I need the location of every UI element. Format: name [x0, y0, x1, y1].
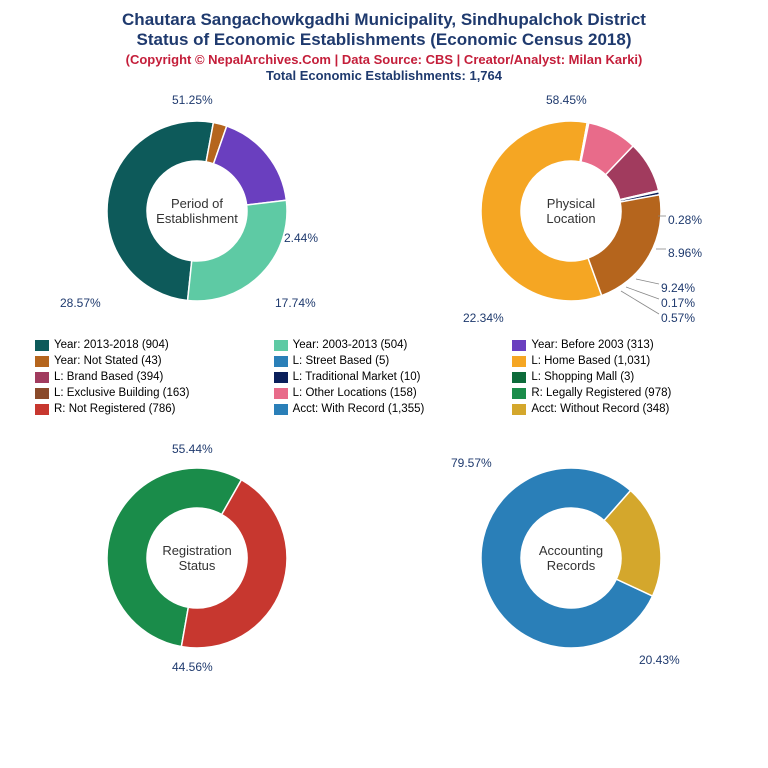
physical-pct-label: 58.45%: [546, 93, 587, 107]
physical-pct-label: 0.28%: [668, 213, 702, 227]
period-pct-label: 2.44%: [284, 231, 318, 245]
registration-center-label: Registration Status: [152, 543, 242, 573]
legend-swatch: [512, 356, 526, 367]
legend-swatch: [512, 388, 526, 399]
legend-swatch: [274, 356, 288, 367]
legend-text: Acct: Without Record (348): [531, 403, 669, 415]
legend-item: Acct: Without Record (348): [512, 403, 733, 415]
period-center-label: Period of Establishment: [152, 196, 242, 226]
accounting-pct-label: 20.43%: [639, 653, 680, 667]
legend-text: L: Street Based (5): [293, 355, 390, 367]
legend-item: Year: Before 2003 (313): [512, 339, 733, 351]
chart-accounting: Accounting Records 79.57% 20.43%: [431, 438, 711, 678]
legend-text: R: Legally Registered (978): [531, 387, 671, 399]
physical-pct-label: 22.34%: [463, 311, 504, 325]
legend-item: L: Shopping Mall (3): [512, 371, 733, 383]
legend-swatch: [512, 340, 526, 351]
period-pct-label: 28.57%: [60, 296, 101, 310]
registration-pct-label: 55.44%: [172, 442, 213, 456]
legend-item: R: Not Registered (786): [35, 403, 256, 415]
legend-swatch: [35, 356, 49, 367]
legend-text: L: Other Locations (158): [293, 387, 417, 399]
legend-item: L: Traditional Market (10): [274, 371, 495, 383]
title-line-2: Status of Economic Establishments (Econo…: [10, 30, 758, 50]
legend-swatch: [35, 404, 49, 415]
legend-swatch: [274, 388, 288, 399]
legend-item: L: Exclusive Building (163): [35, 387, 256, 399]
physical-pct-label: 8.96%: [668, 246, 702, 260]
legend-text: Year: Not Stated (43): [54, 355, 162, 367]
legend-text: L: Exclusive Building (163): [54, 387, 190, 399]
legend-swatch: [512, 372, 526, 383]
chart-period: Period of Establishment 51.25% 2.44% 17.74%…: [57, 91, 337, 331]
registration-pct-label: 44.56%: [172, 660, 213, 674]
legend-text: Year: 2013-2018 (904): [54, 339, 169, 351]
title-line-1: Chautara Sangachowkgadhi Municipality, S…: [10, 10, 758, 30]
legend-text: L: Traditional Market (10): [293, 371, 421, 383]
legend-swatch: [35, 388, 49, 399]
legend-item: L: Brand Based (394): [35, 371, 256, 383]
physical-pct-label: 0.57%: [661, 311, 695, 325]
legend-swatch: [512, 404, 526, 415]
accounting-center-label: Accounting Records: [526, 543, 616, 573]
legend-item: L: Other Locations (158): [274, 387, 495, 399]
legend-text: R: Not Registered (786): [54, 403, 175, 415]
legend-item: Acct: With Record (1,355): [274, 403, 495, 415]
legend-text: L: Shopping Mall (3): [531, 371, 634, 383]
legend-text: Year: 2003-2013 (504): [293, 339, 408, 351]
legend-text: L: Brand Based (394): [54, 371, 163, 383]
legend-swatch: [35, 340, 49, 351]
chart-registration: Registration Status 55.44% 44.56%: [57, 438, 337, 678]
legend-item: R: Legally Registered (978): [512, 387, 733, 399]
physical-pct-label: 0.17%: [661, 296, 695, 310]
physical-center-label: Physical Location: [526, 196, 616, 226]
accounting-pct-label: 79.57%: [451, 456, 492, 470]
legend-text: Acct: With Record (1,355): [293, 403, 425, 415]
legend-swatch: [274, 404, 288, 415]
legend-swatch: [274, 340, 288, 351]
legend-item: Year: Not Stated (43): [35, 355, 256, 367]
legend-item: Year: 2013-2018 (904): [35, 339, 256, 351]
legend-item: L: Street Based (5): [274, 355, 495, 367]
legend: Year: 2013-2018 (904) Year: 2003-2013 (50…: [10, 331, 758, 423]
legend-item: L: Home Based (1,031): [512, 355, 733, 367]
legend-item: Year: 2003-2013 (504): [274, 339, 495, 351]
physical-pct-label: 9.24%: [661, 281, 695, 295]
period-pct-label: 51.25%: [172, 93, 213, 107]
chart-physical: Physical Location58.45%0.28%8.96%9.24%0.…: [431, 91, 711, 331]
period-pct-label: 17.74%: [275, 296, 316, 310]
subtitle: (Copyright © NepalArchives.Com | Data So…: [10, 52, 758, 67]
legend-swatch: [35, 372, 49, 383]
legend-text: Year: Before 2003 (313): [531, 339, 653, 351]
legend-text: L: Home Based (1,031): [531, 355, 650, 367]
legend-swatch: [274, 372, 288, 383]
total-line: Total Economic Establishments: 1,764: [10, 68, 758, 83]
